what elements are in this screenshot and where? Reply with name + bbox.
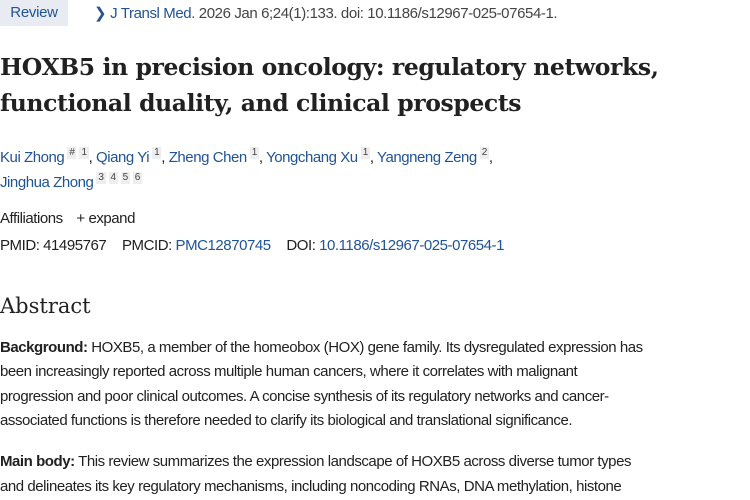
chevron-right-icon: ❯	[94, 5, 107, 22]
plus-icon: +	[76, 210, 85, 227]
affiliation-ref[interactable]: 1	[249, 147, 259, 159]
affiliation-ref[interactable]: 1	[79, 147, 89, 159]
author-link[interactable]: Qiang Yi	[96, 149, 150, 166]
citation: ❯ J Transl Med. 2026 Jan 6;24(1):133. doi…	[94, 4, 558, 22]
expand-affiliations-button[interactable]: + expand	[76, 210, 135, 227]
abstract-text: HOXB5, a member of the homeobox (HOX) ge…	[87, 339, 643, 356]
authors-list: Kui Zhong #1, Qiang Yi 1, Zheng Chen 1, Yon…	[0, 147, 493, 166]
author-link[interactable]: Zheng Chen	[168, 149, 248, 166]
page-title: HOXB5 in precision oncology: regulatory …	[0, 53, 659, 81]
journal-link[interactable]: J Transl Med.	[110, 5, 196, 22]
abstract-text: progression and poor clinical outcomes. …	[0, 388, 609, 405]
author-link[interactable]: Kui Zhong	[0, 149, 65, 166]
affiliation-ref[interactable]: 6	[132, 172, 142, 184]
equal-contrib-mark[interactable]: #	[67, 147, 77, 159]
author-link[interactable]: Jinghua Zhong	[0, 174, 94, 191]
affiliations-label: Affiliations	[0, 210, 63, 227]
affiliation-ref[interactable]: 3	[96, 172, 106, 184]
identifiers-row: PMID: 41495767 PMCID: PMC12870745 DOI: 1…	[0, 237, 504, 254]
affiliation-ref[interactable]: 2	[479, 147, 489, 159]
doi-link[interactable]: 10.1186/s12967-025-07654-1	[319, 237, 504, 254]
abstract-background: Background: HOXB5, a member of the homeo…	[0, 339, 643, 356]
abstract-heading: Abstract	[0, 294, 91, 318]
abstract-main-body: Main body: This review summarizes the ex…	[0, 453, 631, 470]
doi-label: DOI:	[286, 237, 316, 254]
abstract-text: and delineates its key regulatory mechan…	[0, 478, 622, 495]
authors-list-line-2: Jinghua Zhong 3 4 5 6	[0, 172, 142, 191]
page-title-line-2: functional duality, and clinical prospec…	[0, 89, 522, 117]
affiliations-row: Affiliations + expand	[0, 210, 135, 227]
affiliation-ref[interactable]: 1	[152, 147, 162, 159]
citation-text: 2026 Jan 6;24(1):133. doi: 10.1186/s1296…	[195, 5, 558, 22]
author-link[interactable]: Yangneng Zeng	[377, 149, 477, 166]
pmcid-label: PMCID:	[122, 237, 172, 254]
background-label: Background:	[0, 339, 88, 356]
review-badge[interactable]: Review	[0, 0, 68, 26]
affiliation-ref[interactable]: 4	[108, 172, 118, 184]
affiliation-ref[interactable]: 5	[120, 172, 130, 184]
pmid-value: 41495767	[43, 237, 107, 254]
abstract-text: This review summarizes the expression la…	[74, 453, 632, 470]
pmid-label: PMID:	[0, 237, 40, 254]
pmcid-link[interactable]: PMC12870745	[175, 237, 272, 254]
affiliation-ref[interactable]: 1	[360, 147, 370, 159]
abstract-text: associated functions is therefore needed…	[0, 412, 573, 429]
main-body-label: Main body:	[0, 453, 75, 470]
author-link[interactable]: Yongchang Xu	[266, 149, 358, 166]
abstract-text: been increasingly reported across multip…	[0, 363, 578, 380]
expand-label: expand	[88, 210, 135, 227]
